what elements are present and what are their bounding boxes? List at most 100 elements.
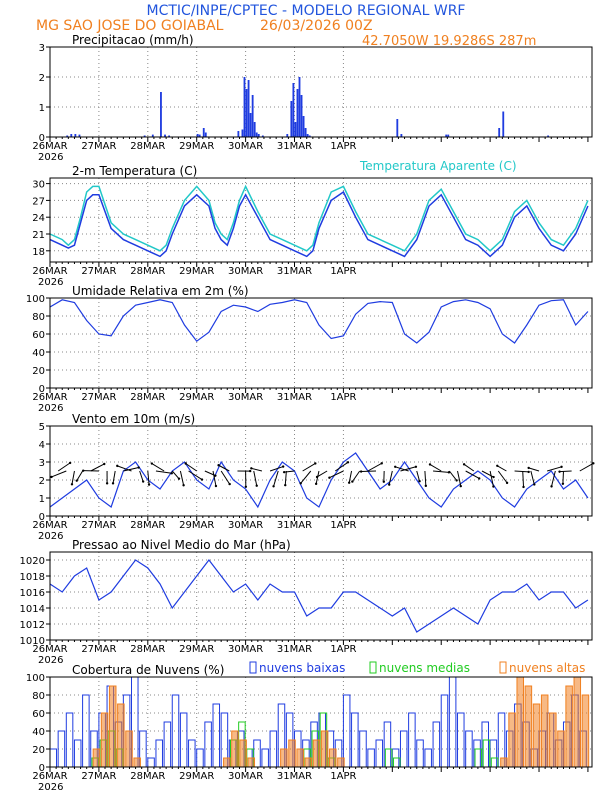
cloud-bar-high [532, 703, 541, 768]
wind-arrow-head [478, 477, 481, 480]
x-tick-label: 26MAR [32, 520, 67, 531]
wind-arrow [273, 470, 279, 487]
cloud-bar-high [500, 757, 508, 768]
cloud-bar-high [508, 712, 516, 768]
legend-label: nuvens baixas [259, 661, 345, 675]
location-label: MG SAO JOSE DO GOIABAL [36, 18, 224, 34]
wind-arrow [112, 470, 116, 484]
precip-bar [253, 122, 256, 137]
cloud-bar-low [432, 721, 441, 768]
wind-arrow-head [284, 483, 287, 487]
y-tick-label: 1020 [20, 556, 45, 567]
panel-3: 0 20 40 60 80 100 Umidade Relativa em 2m (%) 26… [26, 284, 593, 414]
cloud-bar-low [408, 712, 416, 768]
cloud-bar-low [82, 694, 90, 768]
panel-title: Umidade Relativa em 2m (%) [72, 284, 249, 298]
wind-arrow-head [418, 480, 421, 483]
y-tick-label: 0 [39, 133, 45, 144]
wind-arrow-head [182, 484, 185, 487]
precip-bar [196, 134, 199, 137]
x-tick-label: 26MAR [32, 141, 67, 152]
y-tick-label: 30 [32, 180, 45, 191]
cloud-bar-high [223, 757, 231, 768]
year-label: 2026 [38, 531, 63, 542]
wind-arrow-head [592, 462, 595, 465]
x-tick-label: 26MAR [32, 771, 67, 782]
wind-arrow [269, 466, 284, 472]
panel-title: Vento em 10m (m/s) [72, 412, 195, 426]
y-tick-label: 21 [32, 230, 45, 241]
x-tick-label: 29MAR [179, 644, 214, 655]
legend-swatch [499, 661, 507, 674]
wind-arrow-head [70, 483, 74, 486]
legend-swatch [369, 661, 377, 674]
y-tick-label: 2 [39, 476, 45, 487]
cloud-bar-high [516, 676, 524, 768]
y-tick-label: 1012 [20, 620, 45, 631]
x-tick-label: 1APR [330, 266, 356, 277]
y-tick-label: 1018 [20, 572, 45, 583]
wind-arrow [514, 470, 529, 473]
wind-arrow [522, 470, 525, 488]
year-label: 2026 [38, 152, 63, 163]
cloud-bar-low [196, 748, 204, 768]
cloud-bar-low [269, 730, 278, 768]
precip-bar [160, 92, 162, 137]
cloud-bar-high [549, 712, 557, 768]
wind-arrow-head [314, 462, 317, 465]
wind-arrow [367, 462, 382, 472]
x-tick-label: 27MAR [81, 392, 116, 403]
wind-arrow [448, 470, 458, 481]
wind-arrow [416, 470, 421, 482]
panel-frame [49, 177, 593, 263]
panel-title: Cobertura de Nuvens (%) [72, 663, 224, 677]
precip-bar [255, 132, 258, 137]
precip-bar [290, 101, 293, 137]
wind-arrow [51, 470, 67, 478]
wind-arrow-head [533, 483, 536, 486]
panel-title: 2-m Temperatura (C) [72, 164, 197, 178]
panel-1: 0 1 2 3 Precipitacao (mm/h) 26MAR 27MAR 28MAR 29… [32, 33, 593, 163]
wind-arrow-head [558, 470, 561, 473]
precip-bar [445, 134, 448, 137]
x-tick-label: 1APR [330, 520, 356, 531]
temp-line [49, 190, 589, 258]
wind-arrow [329, 470, 344, 479]
cloud-bar-high [288, 739, 296, 768]
precip-bar [547, 135, 550, 137]
wind-arrow [151, 463, 165, 472]
cloud-bar-high [557, 730, 565, 768]
y-tick-label: 100 [26, 294, 45, 305]
x-tick-label: 31MAR [277, 644, 312, 655]
wind-arrow [212, 470, 217, 487]
wind-arrow [579, 462, 594, 472]
wind-arrow [284, 470, 287, 486]
precip-bar [286, 134, 289, 137]
wind-arrow-head [382, 480, 386, 483]
cloud-bar-high [296, 748, 304, 768]
wind-arrow [90, 463, 105, 472]
cloud-bar-low [416, 739, 424, 768]
y-tick-label: 1016 [20, 588, 45, 599]
precip-bar [292, 83, 295, 137]
cloud-bar-low [351, 712, 359, 768]
wind-arrow-head [217, 464, 220, 467]
cloud-bar-high [117, 703, 125, 768]
cloud-bar-high [280, 748, 288, 768]
x-tick-label: 28MAR [130, 392, 165, 403]
wind-arrow-head [462, 463, 466, 466]
wind-arrow [528, 467, 540, 472]
precip-bar [300, 95, 303, 137]
wind-arrow-head [394, 465, 397, 468]
wind-arrow-head [492, 475, 495, 479]
cloud-bar-high [524, 685, 533, 768]
panel-4: 0 1 2 3 4 5 Vento em 10m (m/s) 26MAR 27MAR 28MAR 2… [32, 412, 595, 542]
wind-arrow [457, 470, 462, 487]
panel-6: 0 20 40 60 80 100 nuvens baixas nuvens medias nu… [26, 661, 593, 792]
cloud-bar-low [49, 748, 58, 768]
cloud-bar-low [57, 730, 66, 768]
x-tick-label: 27MAR [81, 644, 116, 655]
wind-arrow-head [388, 483, 391, 486]
panel-frame [49, 46, 593, 138]
cloud-bar-low [367, 748, 375, 768]
